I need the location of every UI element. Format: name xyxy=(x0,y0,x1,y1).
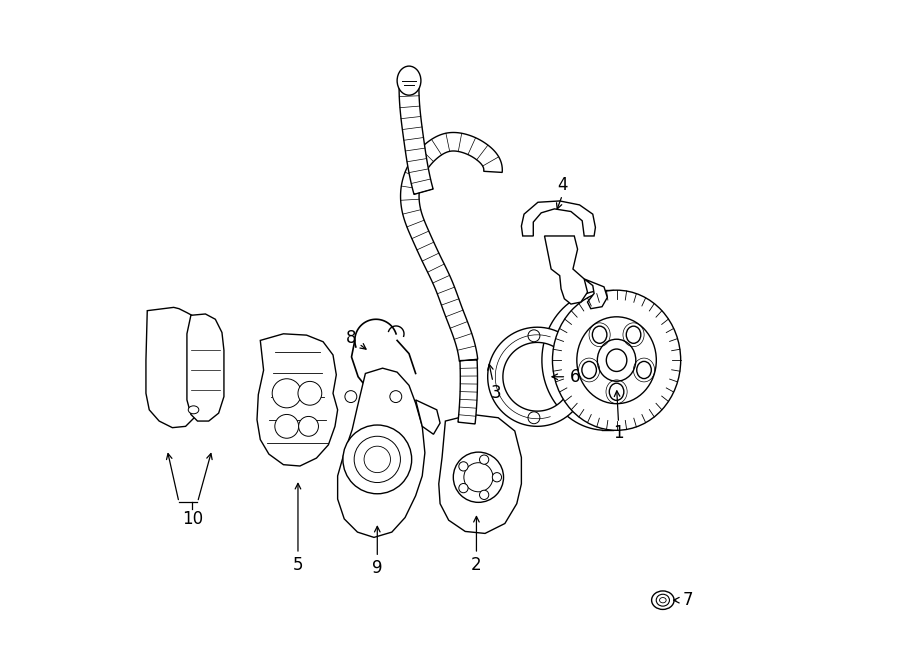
Ellipse shape xyxy=(607,349,626,371)
Text: 9: 9 xyxy=(372,559,382,578)
Text: 3: 3 xyxy=(491,384,501,403)
Polygon shape xyxy=(488,327,583,426)
Polygon shape xyxy=(187,314,224,421)
Ellipse shape xyxy=(577,317,656,404)
Text: 5: 5 xyxy=(292,556,303,574)
Text: 10: 10 xyxy=(182,510,202,528)
Ellipse shape xyxy=(454,452,503,502)
Polygon shape xyxy=(146,307,200,428)
Circle shape xyxy=(364,446,391,473)
Circle shape xyxy=(528,330,540,342)
Ellipse shape xyxy=(626,326,641,343)
Circle shape xyxy=(480,455,489,464)
Text: 8: 8 xyxy=(346,329,356,348)
Polygon shape xyxy=(399,86,433,194)
Ellipse shape xyxy=(298,381,322,405)
Polygon shape xyxy=(338,368,425,537)
Circle shape xyxy=(459,483,468,492)
Polygon shape xyxy=(257,334,338,466)
Circle shape xyxy=(355,436,400,483)
Text: 4: 4 xyxy=(557,176,568,194)
Ellipse shape xyxy=(636,362,652,379)
Ellipse shape xyxy=(397,66,421,95)
Circle shape xyxy=(528,412,540,424)
Polygon shape xyxy=(458,360,478,424)
Text: 1: 1 xyxy=(613,424,624,442)
Ellipse shape xyxy=(598,339,635,381)
Ellipse shape xyxy=(582,362,597,379)
Circle shape xyxy=(492,473,501,482)
Circle shape xyxy=(390,391,401,403)
Ellipse shape xyxy=(656,594,670,606)
Ellipse shape xyxy=(592,326,607,343)
Polygon shape xyxy=(439,414,521,533)
Ellipse shape xyxy=(652,591,674,609)
Ellipse shape xyxy=(299,416,319,436)
Circle shape xyxy=(345,391,356,403)
Circle shape xyxy=(480,490,489,500)
Ellipse shape xyxy=(609,383,624,401)
Text: 2: 2 xyxy=(471,556,482,574)
Ellipse shape xyxy=(464,463,493,492)
Text: 7: 7 xyxy=(683,591,693,609)
Ellipse shape xyxy=(274,414,299,438)
Polygon shape xyxy=(400,132,502,362)
Polygon shape xyxy=(544,236,588,304)
Circle shape xyxy=(459,462,468,471)
Ellipse shape xyxy=(272,379,302,408)
Ellipse shape xyxy=(660,598,666,603)
Circle shape xyxy=(343,425,411,494)
Ellipse shape xyxy=(188,406,199,414)
Polygon shape xyxy=(416,400,440,434)
Text: 6: 6 xyxy=(571,368,580,386)
Polygon shape xyxy=(521,201,596,236)
Ellipse shape xyxy=(553,290,680,430)
Polygon shape xyxy=(584,279,608,309)
